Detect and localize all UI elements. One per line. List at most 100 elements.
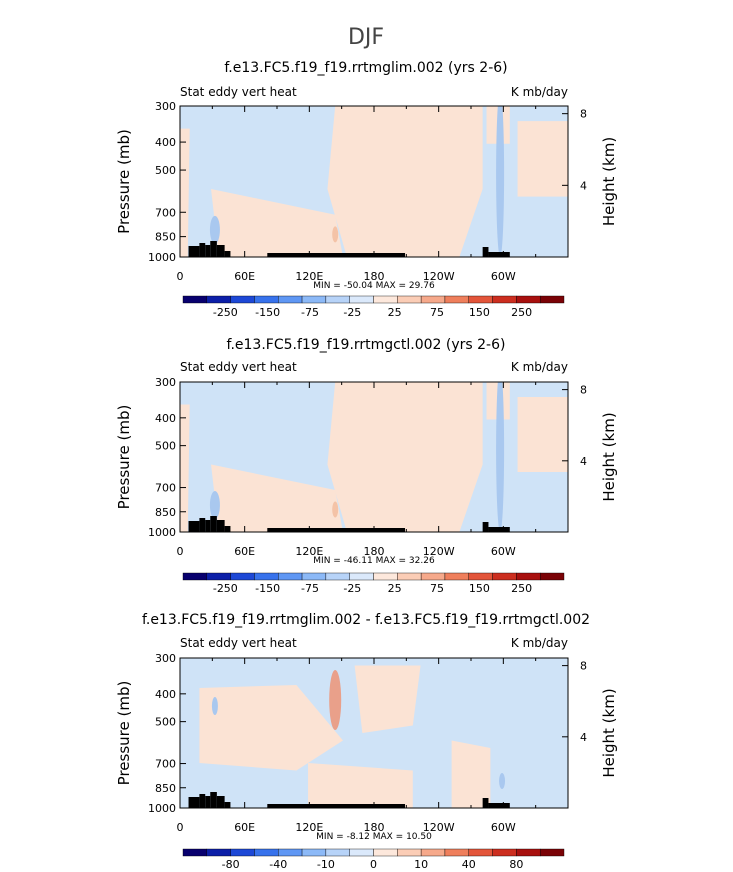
topography	[188, 241, 510, 257]
y2-tick-label: 4	[580, 455, 587, 468]
positive-region	[517, 121, 568, 197]
colorbar-swatch	[468, 572, 493, 581]
x-tick-label: 60E	[234, 270, 255, 283]
panel-2: f.e13.FC5.f19_f19.rrtmgctl.002 (yrs 2-6)…	[115, 337, 618, 595]
topography-block	[488, 252, 510, 257]
topography-block	[482, 247, 489, 257]
colorbar-label: -250	[213, 582, 238, 595]
y-tick-label: 500	[155, 440, 176, 453]
colorbar-swatch	[492, 295, 517, 304]
positive-region	[451, 740, 491, 808]
y-tick-label: 700	[155, 758, 176, 771]
positive-streak	[329, 670, 342, 730]
colorbar-swatch	[468, 295, 493, 304]
colorbar-swatch	[349, 848, 374, 857]
x-tick-label: 60E	[234, 545, 255, 558]
y-tick-label: 700	[155, 482, 176, 495]
y-tick-label: 1000	[148, 526, 176, 539]
positive-region	[327, 106, 483, 257]
colorbar-label: 150	[469, 582, 490, 595]
panel-3: f.e13.FC5.f19_f19.rrtmglim.002 - f.e13.F…	[115, 612, 618, 871]
panel-title: f.e13.FC5.f19_f19.rrtmglim.002 (yrs 2-6)	[224, 60, 507, 76]
colorbar-swatch	[206, 295, 231, 304]
colorbar-swatch	[182, 848, 208, 857]
topography-block	[210, 241, 217, 257]
negative-blob	[209, 215, 220, 244]
y-tick-label: 850	[155, 231, 176, 244]
colorbar-label: 75	[430, 582, 444, 595]
colorbar-swatch	[397, 848, 422, 857]
topography-block	[216, 796, 225, 808]
y2-tick-label: 4	[580, 179, 587, 192]
colorbar-label: 0	[370, 858, 377, 871]
y-axis-label: Pressure (mb)	[115, 405, 133, 510]
plot-area	[180, 658, 568, 808]
topography-block	[210, 516, 217, 532]
topography-block	[267, 804, 406, 808]
negative-blob	[499, 773, 506, 789]
colorbar-swatch	[539, 295, 565, 304]
colorbar-swatch	[373, 848, 398, 857]
colorbar-swatch	[182, 572, 208, 581]
topography-block	[482, 798, 489, 808]
x-tick-label: 120E	[295, 545, 323, 558]
y2-tick-label: 8	[580, 660, 587, 673]
topography-block	[210, 792, 217, 808]
colorbar-swatch	[301, 848, 327, 857]
y-tick-label: 1000	[148, 802, 176, 815]
colorbar-swatch	[468, 848, 493, 857]
x-tick-label: 120W	[423, 270, 455, 283]
topography-block	[199, 518, 206, 532]
positive-blob	[332, 226, 339, 243]
colorbar-swatch	[539, 572, 565, 581]
y-tick-label: 400	[155, 136, 176, 149]
x-tick-label: 60E	[234, 821, 255, 834]
colorbar-swatch	[301, 295, 327, 304]
colorbar-swatch	[254, 848, 279, 857]
x-tick-label: 180	[364, 821, 385, 834]
x-tick-label: 60W	[491, 821, 516, 834]
colorbar-swatch	[254, 295, 279, 304]
topography-block	[488, 527, 510, 532]
y-axis-label: Pressure (mb)	[115, 129, 133, 234]
negative-blob	[211, 697, 218, 715]
topography-block	[199, 243, 206, 257]
colorbar-swatch	[444, 295, 469, 304]
colorbar-swatch	[182, 295, 208, 304]
colorbar-swatch	[349, 572, 374, 581]
topography-block	[224, 802, 231, 808]
topography-block	[188, 521, 200, 532]
positive-region	[517, 397, 568, 472]
y-tick-label: 400	[155, 688, 176, 701]
topography-block	[267, 253, 406, 257]
colorbar-swatch	[539, 848, 565, 857]
colorbar-label: 40	[462, 858, 476, 871]
x-tick-label: 180	[364, 545, 385, 558]
y-tick-label: 850	[155, 782, 176, 795]
y2-tick-label: 8	[580, 384, 587, 397]
positive-region	[211, 189, 343, 257]
positive-region	[354, 665, 421, 733]
colorbar-label: 250	[511, 582, 532, 595]
left-label: Stat eddy vert heat	[180, 636, 297, 650]
panel-1: f.e13.FC5.f19_f19.rrtmglim.002 (yrs 2-6)…	[115, 60, 618, 319]
y-tick-label: 1000	[148, 251, 176, 264]
colorbar-swatch	[206, 848, 231, 857]
colorbar-swatch	[301, 572, 327, 581]
x-tick-label: 0	[177, 545, 184, 558]
topography-block	[188, 246, 200, 257]
figure-title: DJF	[348, 25, 384, 50]
topography-block	[199, 794, 206, 808]
y2-axis-label: Height (km)	[600, 137, 618, 226]
x-tick-label: 120E	[295, 270, 323, 283]
y-tick-label: 300	[155, 376, 176, 389]
colorbar-label: 25	[388, 306, 402, 319]
colorbar-label: -250	[213, 306, 238, 319]
colorbar-label: -25	[343, 306, 361, 319]
y2-axis-label: Height (km)	[600, 412, 618, 501]
x-tick-label: 0	[177, 821, 184, 834]
colorbar-swatch	[444, 572, 469, 581]
colorbar-swatch	[254, 572, 279, 581]
colorbar-label: -25	[343, 582, 361, 595]
right-label: K mb/day	[511, 85, 568, 99]
